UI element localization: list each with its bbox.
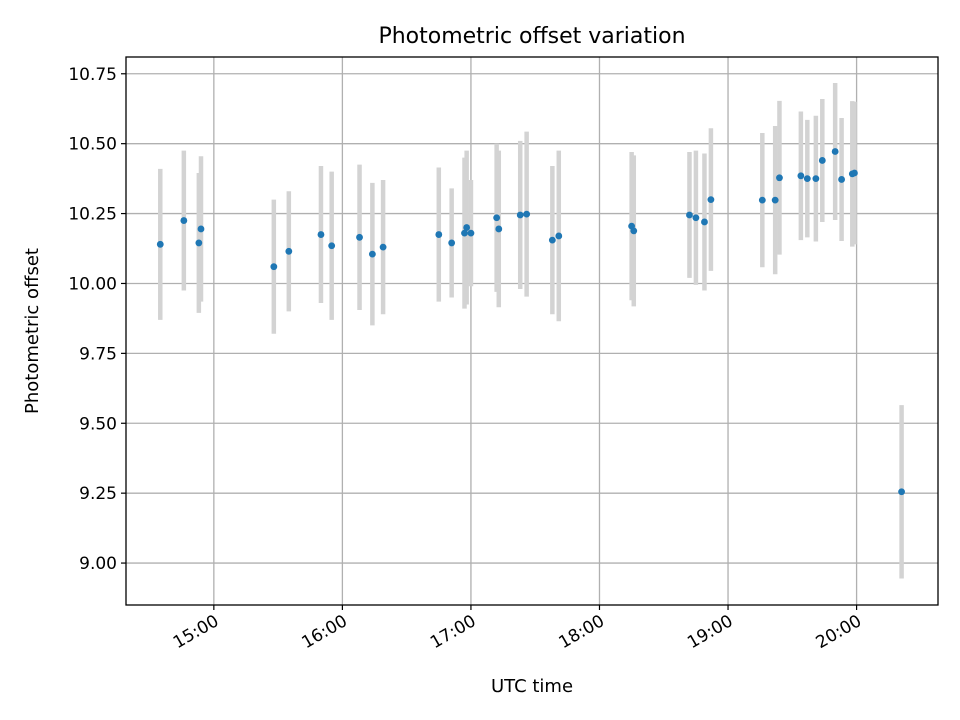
data-point bbox=[180, 217, 188, 224]
data-point bbox=[686, 211, 693, 219]
y-tick-label: 9.00 bbox=[79, 554, 117, 574]
data-point bbox=[461, 229, 468, 237]
data-point bbox=[831, 148, 839, 155]
data-point bbox=[776, 174, 783, 182]
y-tick-label: 10.00 bbox=[68, 274, 117, 294]
data-point bbox=[495, 225, 503, 233]
data-point bbox=[379, 243, 387, 251]
y-tick-label: 10.25 bbox=[68, 205, 117, 225]
grid-layer bbox=[126, 57, 938, 605]
data-point bbox=[467, 229, 475, 237]
y-tick-label: 9.50 bbox=[79, 414, 117, 434]
x-axis-label: UTC time bbox=[491, 676, 573, 697]
data-point bbox=[758, 196, 766, 204]
point-layer bbox=[156, 148, 905, 496]
data-point bbox=[812, 175, 820, 183]
data-point bbox=[701, 218, 708, 226]
data-point bbox=[797, 172, 805, 180]
y-tick-label: 10.75 bbox=[68, 65, 117, 85]
data-point bbox=[435, 231, 443, 238]
data-point bbox=[548, 236, 556, 244]
data-point bbox=[156, 240, 164, 248]
data-point bbox=[523, 210, 531, 218]
data-point bbox=[463, 224, 471, 231]
data-point bbox=[356, 233, 363, 241]
data-point bbox=[692, 214, 700, 222]
data-point bbox=[630, 227, 638, 235]
data-point bbox=[838, 176, 845, 183]
data-point bbox=[197, 225, 205, 233]
y-axis-label: Photometric offset bbox=[22, 248, 43, 414]
plot-frame bbox=[125, 56, 939, 606]
data-point bbox=[317, 231, 325, 238]
data-point bbox=[448, 239, 456, 247]
data-point bbox=[368, 250, 376, 258]
y-axis: 9.00 9.25 9.50 9.75 10.00 10.25 10.50 10.75 bbox=[68, 65, 126, 574]
data-point bbox=[803, 175, 811, 183]
data-point bbox=[818, 157, 826, 164]
chart-title: Photometric offset variation bbox=[378, 24, 685, 49]
y-tick-label: 9.25 bbox=[79, 484, 117, 504]
data-point bbox=[851, 169, 858, 177]
data-point bbox=[328, 242, 336, 250]
data-point bbox=[555, 232, 563, 240]
data-point bbox=[898, 488, 905, 496]
y-tick-label: 10.50 bbox=[68, 135, 117, 155]
data-point bbox=[771, 196, 779, 204]
data-point bbox=[195, 239, 203, 247]
data-point bbox=[516, 211, 524, 219]
data-point bbox=[285, 247, 293, 255]
data-point bbox=[493, 214, 501, 222]
data-point bbox=[707, 196, 715, 203]
data-point bbox=[270, 263, 278, 271]
y-tick-label: 9.75 bbox=[79, 344, 117, 364]
